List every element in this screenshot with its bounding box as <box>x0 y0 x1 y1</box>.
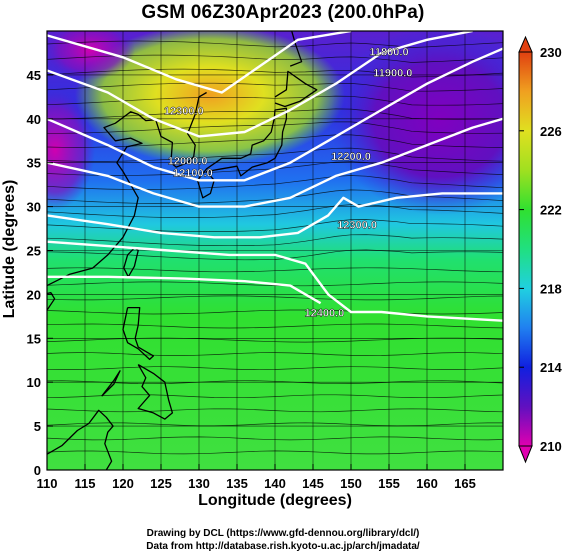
y-tick-label: 5 <box>34 419 41 434</box>
x-tick-label: 160 <box>416 476 438 491</box>
contour-label: 11800.0 <box>369 47 408 59</box>
x-tick-label: 150 <box>340 476 362 491</box>
x-tick-label: 110 <box>37 476 58 491</box>
y-tick-label: 10 <box>27 375 41 390</box>
cold-region-northwest <box>47 31 135 80</box>
x-tick-label: 125 <box>150 476 172 491</box>
colorbar-tick-label: 214 <box>540 360 562 375</box>
contour-line <box>47 47 503 182</box>
x-tick-label: 135 <box>226 476 248 491</box>
colorbar-tick-label: 210 <box>540 439 562 454</box>
coastline <box>122 306 155 361</box>
coastline <box>47 291 56 311</box>
y-axis-label: Latitude (degrees) <box>1 179 18 319</box>
contour-label: 12300.0 <box>337 220 377 232</box>
y-tick-label: 15 <box>27 331 41 346</box>
contour-label: 11900.0 <box>373 68 412 80</box>
footer-credit-drawing: Drawing by DCL (https://www.gfd-dennou.o… <box>146 528 420 539</box>
contour-label: 12200.0 <box>331 151 371 163</box>
y-tick-label: 40 <box>27 112 41 127</box>
x-tick-label: 145 <box>302 476 324 491</box>
contour-line <box>47 192 503 239</box>
x-tick-label: 130 <box>188 476 210 491</box>
y-tick-label: 45 <box>27 68 41 83</box>
coastline <box>47 111 156 287</box>
contour-label: 12300.0 <box>164 105 204 117</box>
colorbar-max-triangle <box>518 35 533 53</box>
y-tick-label: 20 <box>27 287 41 302</box>
contour-line <box>47 31 352 94</box>
coastline <box>274 70 318 108</box>
x-tick-label: 140 <box>264 476 286 491</box>
colorbar-bar <box>518 51 533 447</box>
colorbar-tick-label: 222 <box>540 203 562 218</box>
contour-line <box>47 240 503 322</box>
cold-region <box>330 31 503 215</box>
colorbar-min-triangle <box>518 445 533 464</box>
colorbar-tick-label: 226 <box>540 124 562 139</box>
y-tick-label: 30 <box>27 200 41 215</box>
x-axis-ticks: 110 115 120 125 130 135 140 145 150 155 160 165 <box>37 464 476 491</box>
coastline <box>397 0 427 22</box>
contour-line <box>47 31 473 138</box>
footer-credit-data: Data from http://database.rish.kyoto-u.a… <box>146 541 420 552</box>
y-tick-label: 25 <box>27 244 41 259</box>
colorbar-ticks: 210 214 218 222 226 230 <box>519 45 562 454</box>
y-tick-label: 0 <box>34 463 41 478</box>
coastline <box>47 409 114 470</box>
coastline <box>155 91 207 168</box>
y-tick-label: 35 <box>27 156 41 171</box>
x-tick-label: 115 <box>75 476 96 491</box>
colorbar: 210 214 218 222 226 230 <box>518 35 562 464</box>
coastline <box>101 370 121 397</box>
coastline <box>289 31 303 67</box>
coastline <box>137 364 174 420</box>
contour-line <box>47 275 322 305</box>
x-tick-label: 120 <box>112 476 134 491</box>
coastline <box>196 107 288 199</box>
y-axis-ticks: 0 5 10 15 20 25 30 35 40 45 <box>27 68 53 478</box>
gridlines <box>47 31 503 470</box>
x-tick-label: 155 <box>378 476 400 491</box>
x-tick-label: 165 <box>454 476 476 491</box>
x-axis-label: Longitude (degrees) <box>198 492 352 509</box>
coastlines <box>47 0 427 470</box>
plot-title: GSM 06Z30Apr2023 (200.0hPa) <box>141 2 425 23</box>
cold-region-west <box>47 90 95 210</box>
height-contours <box>47 31 503 322</box>
colorbar-tick-label: 230 <box>540 45 562 60</box>
contour-line <box>47 117 503 208</box>
contour-label: 12400.0 <box>305 307 345 319</box>
colorbar-tick-label: 218 <box>540 281 562 296</box>
contour-label: 12000.0 <box>168 155 208 167</box>
contour-label: 12100.0 <box>173 168 213 180</box>
